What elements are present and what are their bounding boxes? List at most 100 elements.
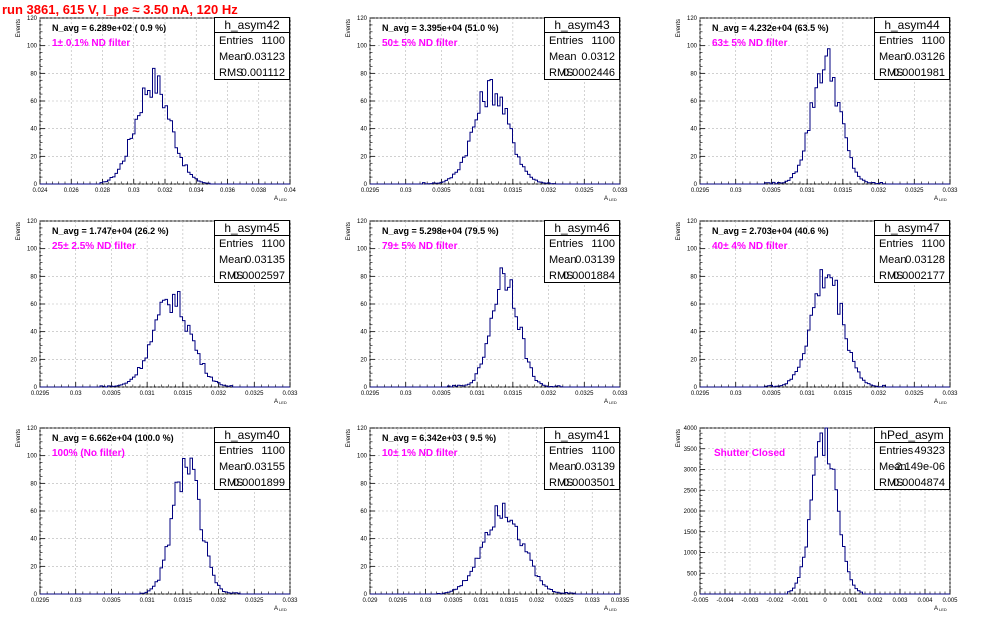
histogram-panel-h_asym40: 0.0295 0.03 0.0305 0.031 0.0315 0.032 0.0325 0.… <box>8 426 328 623</box>
stats-row-rms: RMS 0.0001981 <box>875 65 949 81</box>
x-tick-label: 0.026 <box>64 188 80 194</box>
stats-key-mean: Mean <box>219 51 247 63</box>
x-tick-label: 0.0295 <box>31 391 50 397</box>
stats-key-entries: Entries <box>549 35 584 47</box>
x-tick-label: 0.031 <box>140 598 156 604</box>
stats-row-mean: Mean 0.03155 <box>215 459 289 475</box>
filter-label: 10± 1% ND filter <box>382 448 458 459</box>
stats-row-mean: Mean 0.03139 <box>545 252 619 268</box>
filter-label: Shutter Closed <box>714 448 786 459</box>
stats-key-rms: RMS <box>549 477 574 489</box>
stats-value-rms: 0.0001899 <box>233 477 285 489</box>
histogram-name: h_asym47 <box>875 221 949 236</box>
histogram-line <box>700 269 950 388</box>
n-avg-label: N_avg = 4.232e+04 (63.5 %) <box>712 23 829 33</box>
y-tick-label: 100 <box>687 44 698 50</box>
y-tick-label: 20 <box>30 357 37 363</box>
y-tick-label: 60 <box>30 99 37 105</box>
x-axis-title-subscript: LED <box>609 400 617 405</box>
histogram-line <box>370 502 620 595</box>
x-tick-label: 0.031 <box>140 391 156 397</box>
stats-box: h_asym40 Entries 1100 Mean 0.03155 RMS 0.00018… <box>214 427 290 490</box>
stats-row-mean: Mean 0.03123 <box>215 49 289 65</box>
x-tick-label: 0.033 <box>612 188 628 194</box>
x-tick-label: 0.031 <box>474 598 490 604</box>
stats-key-entries: Entries <box>879 238 914 250</box>
y-tick-label: 0 <box>34 182 38 188</box>
stats-key-rms: RMS <box>879 67 904 79</box>
stats-row-entries: Entries 49323 <box>875 443 949 459</box>
x-tick-label: 0.0305 <box>102 598 121 604</box>
stats-value-mean: 0.03123 <box>245 51 285 63</box>
x-tick-label: 0.03 <box>420 598 432 604</box>
n-avg-label: N_avg = 3.395e+04 (51.0 %) <box>382 23 499 33</box>
y-tick-label: 100 <box>27 44 38 50</box>
filter-label: 40± 4% ND filter <box>712 241 788 252</box>
x-tick-label: 0.03 <box>70 598 82 604</box>
n-avg-label: N_avg = 5.298e+04 (79.5 %) <box>382 226 499 236</box>
x-tick-label: 0.033 <box>942 188 958 194</box>
y-tick-label: 120 <box>357 16 368 22</box>
y-tick-label: 60 <box>30 302 37 308</box>
x-tick-label: 0.003 <box>892 598 908 604</box>
x-tick-label: 0.033 <box>282 598 298 604</box>
x-tick-label: 0.032 <box>541 391 557 397</box>
stats-row-mean: Mean 0.03139 <box>545 459 619 475</box>
x-axis-title-subscript: LED <box>939 400 947 405</box>
x-axis-title: A <box>604 196 608 202</box>
y-tick-label: 120 <box>27 219 38 225</box>
x-tick-label: 0.032 <box>871 391 887 397</box>
stats-key-mean: Mean <box>549 461 577 473</box>
stats-key-rms: RMS <box>549 67 574 79</box>
y-tick-label: 4000 <box>684 426 698 432</box>
histogram-name: h_asym40 <box>215 428 289 443</box>
stats-value-rms: 0.0002597 <box>233 270 285 282</box>
x-axis-title-subscript: LED <box>609 197 617 202</box>
x-tick-label: 0.029 <box>362 598 378 604</box>
stats-row-rms: RMS 0.0001884 <box>545 268 619 284</box>
stats-key-entries: Entries <box>219 35 254 47</box>
x-tick-label: 0.0295 <box>389 598 408 604</box>
x-axis-title-subscript: LED <box>939 607 947 612</box>
x-tick-label: 0.0325 <box>575 391 594 397</box>
histogram-plot-h_asym41: 0.029 0.0295 0.03 0.0305 0.031 0.0315 0.032 0.0… <box>346 426 630 612</box>
y-tick-label: 60 <box>360 99 367 105</box>
stats-value-rms: 0.0002446 <box>563 67 615 79</box>
x-tick-label: 0.0325 <box>245 391 264 397</box>
x-tick-label: 0.032 <box>211 598 227 604</box>
y-tick-label: 0 <box>364 182 368 188</box>
y-axis-title: Events <box>346 429 352 447</box>
x-axis-title: A <box>274 606 278 612</box>
x-tick-label: 0.0325 <box>575 188 594 194</box>
stats-value-mean: 0.03139 <box>575 254 615 266</box>
y-tick-label: 500 <box>687 571 698 577</box>
histogram-panel-h_asym46: 0.0295 0.03 0.0305 0.031 0.0315 0.032 0.0325 0.… <box>338 219 658 416</box>
histogram-panel-h_asym42: 0.024 0.026 0.028 0.03 0.032 0.034 0.036 0.038 0… <box>8 16 328 213</box>
stats-key-rms: RMS <box>219 67 244 79</box>
histogram-name: h_asym41 <box>545 428 619 443</box>
x-tick-label: 0.03 <box>128 188 140 194</box>
y-tick-label: 60 <box>690 99 697 105</box>
y-tick-label: 80 <box>30 71 37 77</box>
x-axis-title-subscript: LED <box>279 197 287 202</box>
y-axis-title: Events <box>16 19 22 37</box>
n-avg-label: N_avg = 6.342e+03 ( 9.5 %) <box>382 433 497 443</box>
x-tick-label: 0.03 <box>70 391 82 397</box>
stats-row-mean: Mean 0.0312 <box>545 49 619 65</box>
x-axis-title-subscript: LED <box>939 197 947 202</box>
stats-value-entries: 1100 <box>261 238 285 250</box>
stats-key-entries: Entries <box>219 445 254 457</box>
y-axis-title: Events <box>676 429 682 447</box>
stats-row-rms: RMS 0.0001899 <box>215 475 289 491</box>
stats-key-mean: Mean <box>219 254 247 266</box>
x-tick-label: -0.005 <box>691 598 709 604</box>
y-tick-label: 80 <box>690 71 697 77</box>
stats-value-mean: 0.0312 <box>581 51 615 63</box>
y-tick-label: 100 <box>687 247 698 253</box>
histogram-name: h_asym42 <box>215 18 289 33</box>
stats-value-entries: 1100 <box>591 238 615 250</box>
x-tick-label: 0.0295 <box>31 598 50 604</box>
stats-key-mean: Mean <box>879 461 907 473</box>
stats-value-rms: 0.001112 <box>240 67 285 79</box>
x-tick-label: 0.0295 <box>691 188 710 194</box>
